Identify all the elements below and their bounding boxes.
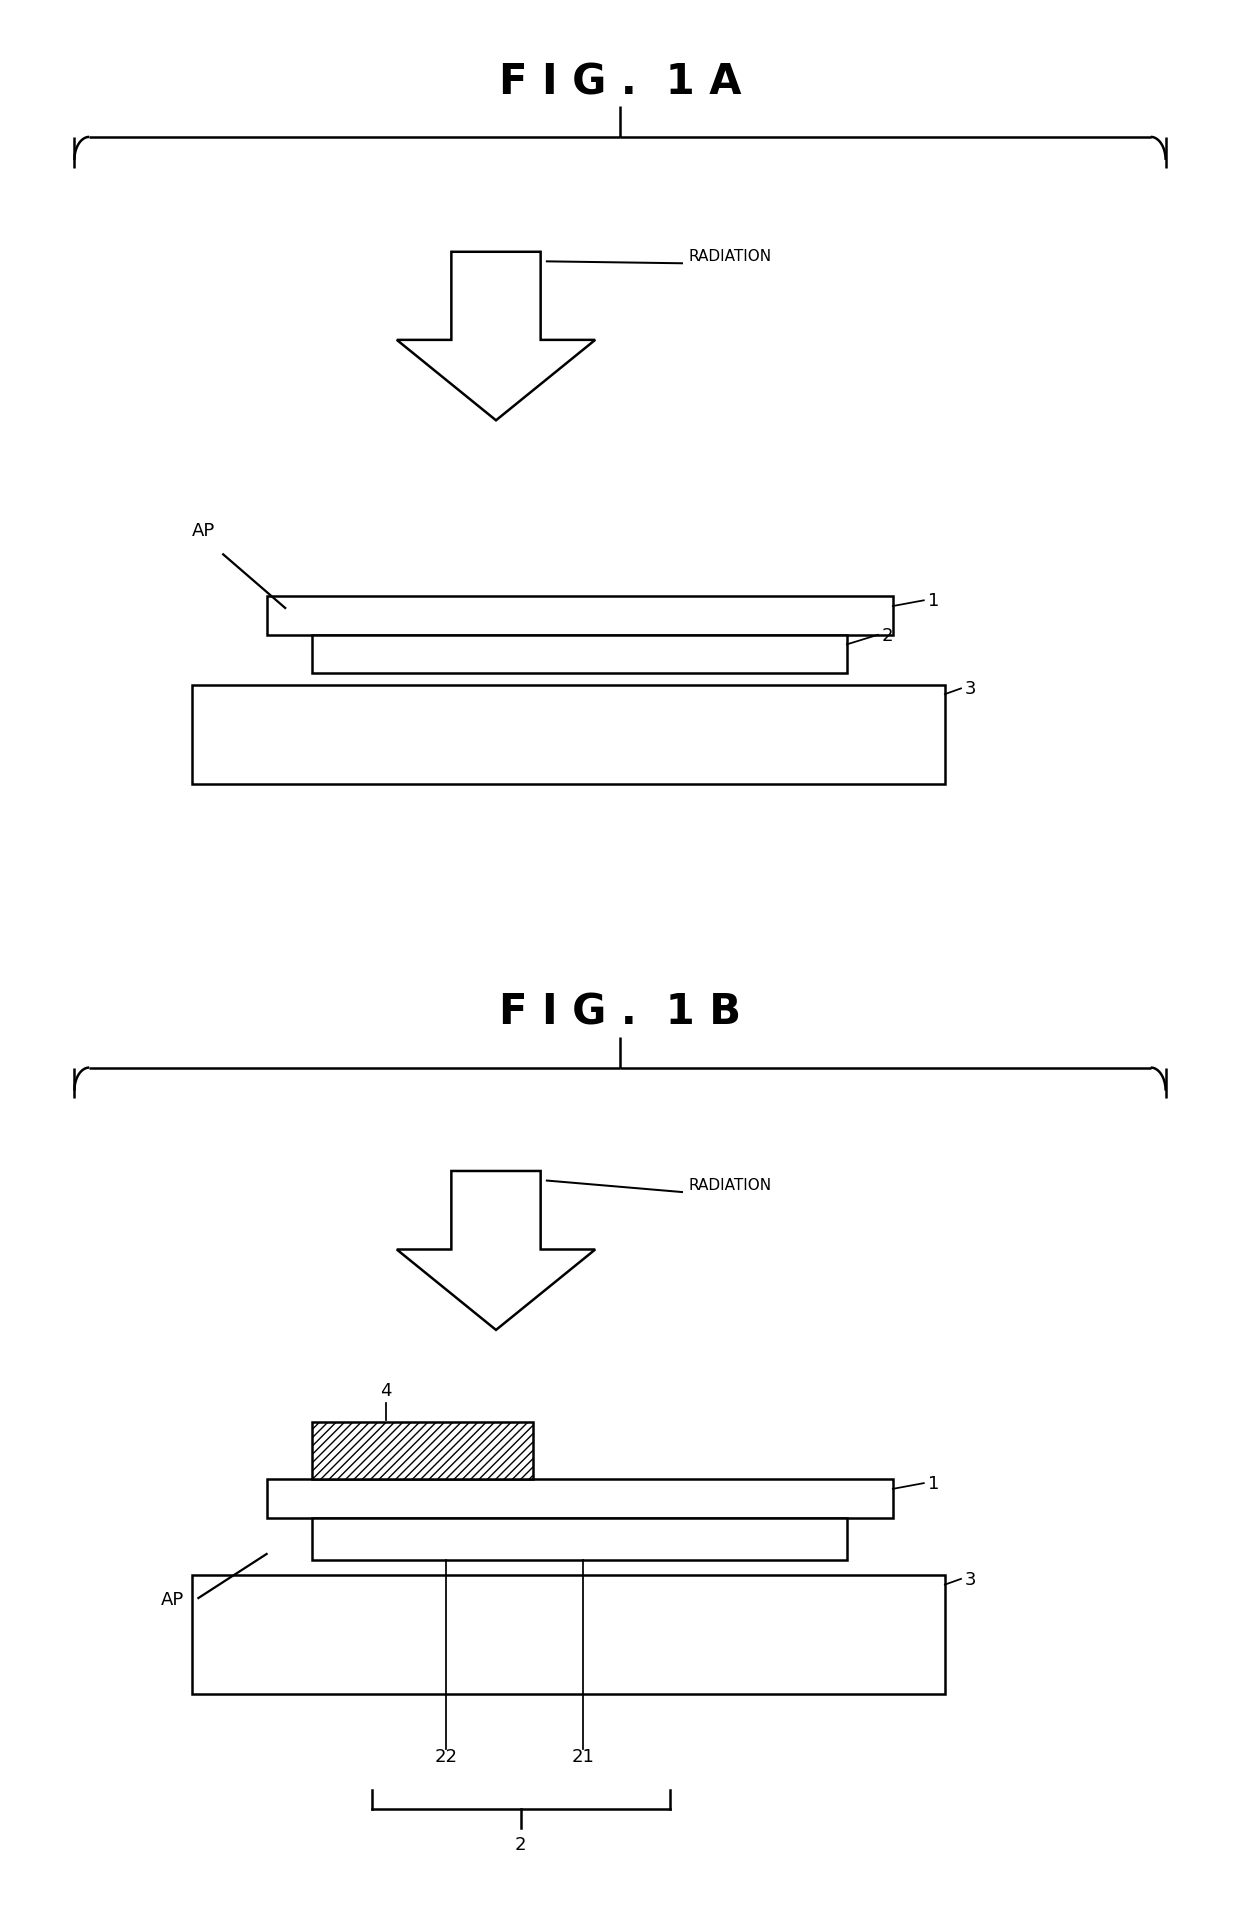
Text: 2: 2 xyxy=(882,626,893,645)
Bar xyxy=(312,1422,533,1480)
Bar xyxy=(312,635,847,674)
Polygon shape xyxy=(397,253,595,421)
Text: F I G .  1 A: F I G . 1 A xyxy=(498,61,742,103)
Bar xyxy=(267,597,893,635)
Text: 3: 3 xyxy=(965,1569,976,1589)
Text: 21: 21 xyxy=(572,1747,594,1765)
Text: RADIATION: RADIATION xyxy=(688,249,771,264)
Text: RADIATION: RADIATION xyxy=(688,1177,771,1192)
Text: 1: 1 xyxy=(928,591,939,611)
Text: 2: 2 xyxy=(515,1836,527,1853)
Text: AP: AP xyxy=(161,1591,185,1608)
Bar xyxy=(192,1575,945,1694)
Polygon shape xyxy=(397,1171,595,1330)
Text: F I G .  1 B: F I G . 1 B xyxy=(498,991,742,1034)
Text: AP: AP xyxy=(192,523,216,540)
Bar xyxy=(192,685,945,785)
Text: 1: 1 xyxy=(928,1474,939,1493)
Bar xyxy=(312,1518,847,1560)
Text: 22: 22 xyxy=(435,1747,458,1765)
Bar xyxy=(267,1480,893,1518)
Text: 3: 3 xyxy=(965,679,976,699)
Text: 4: 4 xyxy=(379,1382,392,1399)
